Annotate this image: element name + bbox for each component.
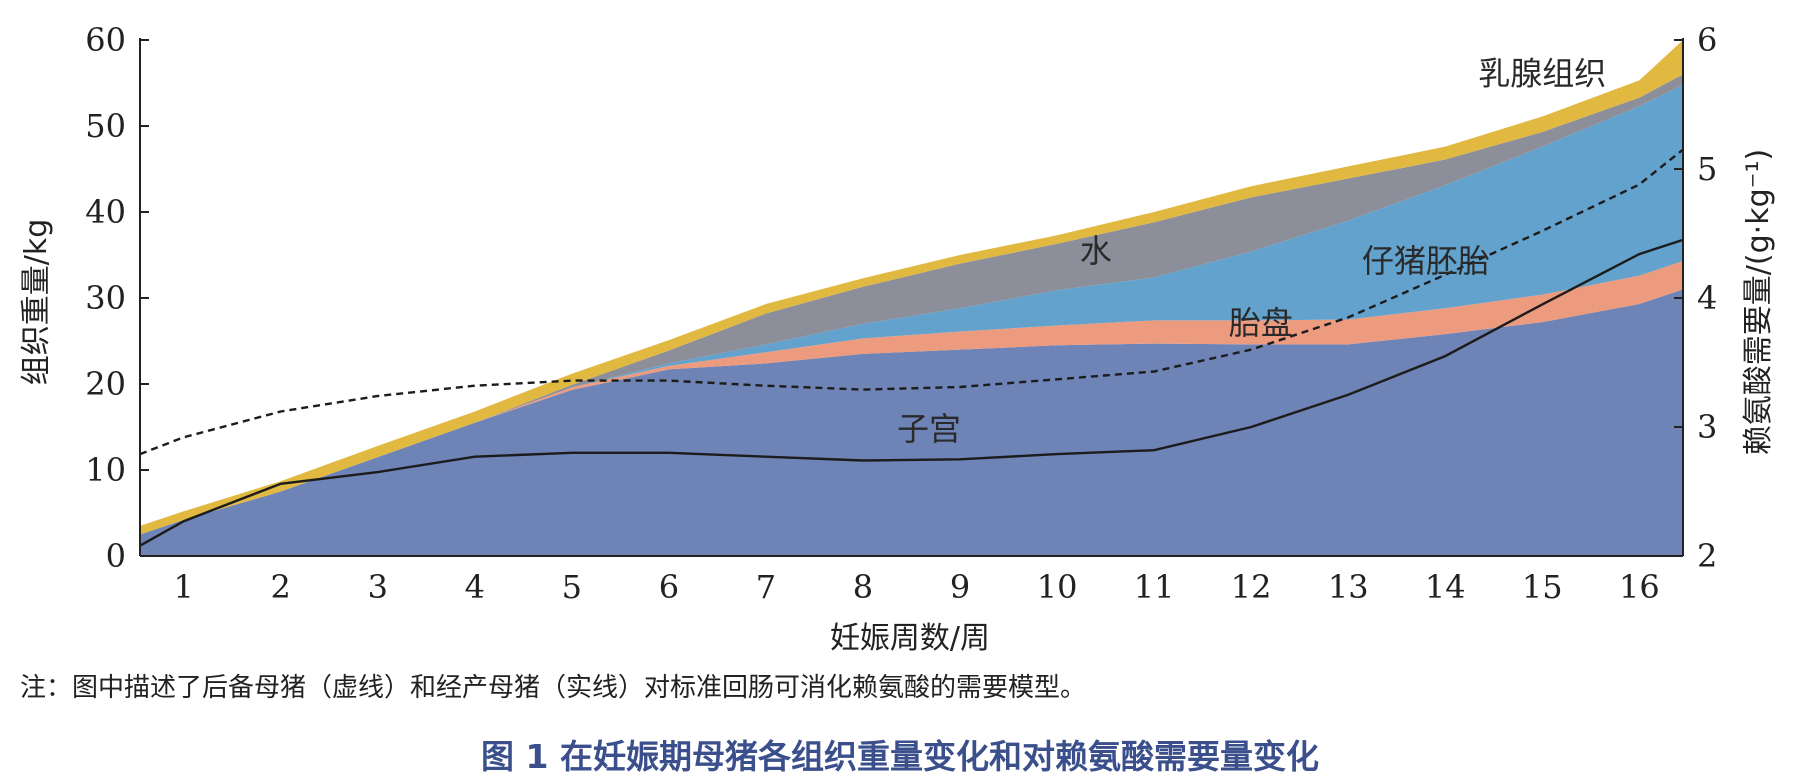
- y-tick-label: 0: [106, 537, 126, 575]
- x-tick-label: 16: [1619, 568, 1660, 606]
- y-tick-label: 60: [85, 21, 126, 59]
- x-tick-label: 12: [1231, 568, 1272, 606]
- y2-tick-label: 3: [1697, 408, 1717, 446]
- y-tick-label: 10: [85, 451, 126, 489]
- area-label: 仔猪胚胎: [1362, 242, 1490, 280]
- y-tick-label: 30: [85, 279, 126, 317]
- area-series-2: [140, 261, 1683, 535]
- area-label: 子宫: [897, 410, 961, 448]
- area-series-3: [140, 84, 1683, 535]
- y2-tick-label: 6: [1697, 21, 1717, 59]
- x-tick-label: 2: [271, 568, 291, 606]
- x-tick-label: 6: [659, 568, 679, 606]
- figure-caption: 图 1 在妊娠期母猪各组织重量变化和对赖氨酸需要量变化: [481, 737, 1319, 776]
- stacked-areas: [140, 40, 1683, 556]
- x-tick-label: 11: [1134, 568, 1175, 606]
- area-label: 胎盘: [1229, 304, 1293, 342]
- y-tick-label: 20: [85, 365, 126, 403]
- y2-tick-label: 2: [1697, 537, 1717, 575]
- requirement-lines: [139, 148, 1684, 547]
- area-series-4: [140, 74, 1683, 535]
- y-tick-label: 50: [85, 107, 126, 145]
- y-axis-label: 组织重量/kg: [19, 219, 54, 386]
- y2-axis-label: 赖氨酸需要量/(g·kg⁻¹): [1741, 149, 1776, 455]
- area-labels: 子宫 胎盘 仔猪胚胎 水 乳腺组织: [897, 55, 1606, 448]
- x-tick-label: 10: [1037, 568, 1078, 606]
- y2-tick-label: 5: [1697, 150, 1717, 188]
- y-tick-label: 40: [85, 193, 126, 231]
- x-axis-label: 妊娠周数/周: [830, 621, 990, 656]
- x-tick-label: 15: [1522, 568, 1563, 606]
- x-tick-label: 9: [950, 568, 970, 606]
- area-series-5: [140, 40, 1683, 535]
- x-tick-label: 14: [1425, 568, 1466, 606]
- solid-requirement-line: [139, 238, 1684, 547]
- figure-note: 注：图中描述了后备母猪（虚线）和经产母猪（实线）对标准回肠可消化赖氨酸的需要模型…: [20, 673, 1087, 703]
- area-label: 水: [1080, 232, 1112, 270]
- x-tick-label: 3: [368, 568, 388, 606]
- x-tick-label: 7: [756, 568, 776, 606]
- x-tick-label: 1: [173, 568, 193, 606]
- x-tick-label: 4: [465, 568, 485, 606]
- area-label: 乳腺组织: [1478, 55, 1606, 93]
- x-tick-label: 5: [562, 568, 582, 606]
- x-tick-label: 13: [1328, 568, 1369, 606]
- y2-tick-label: 4: [1697, 279, 1717, 317]
- x-tick-label: 8: [853, 568, 873, 606]
- area-series-1: [140, 289, 1683, 556]
- dashed-requirement-line: [139, 148, 1684, 456]
